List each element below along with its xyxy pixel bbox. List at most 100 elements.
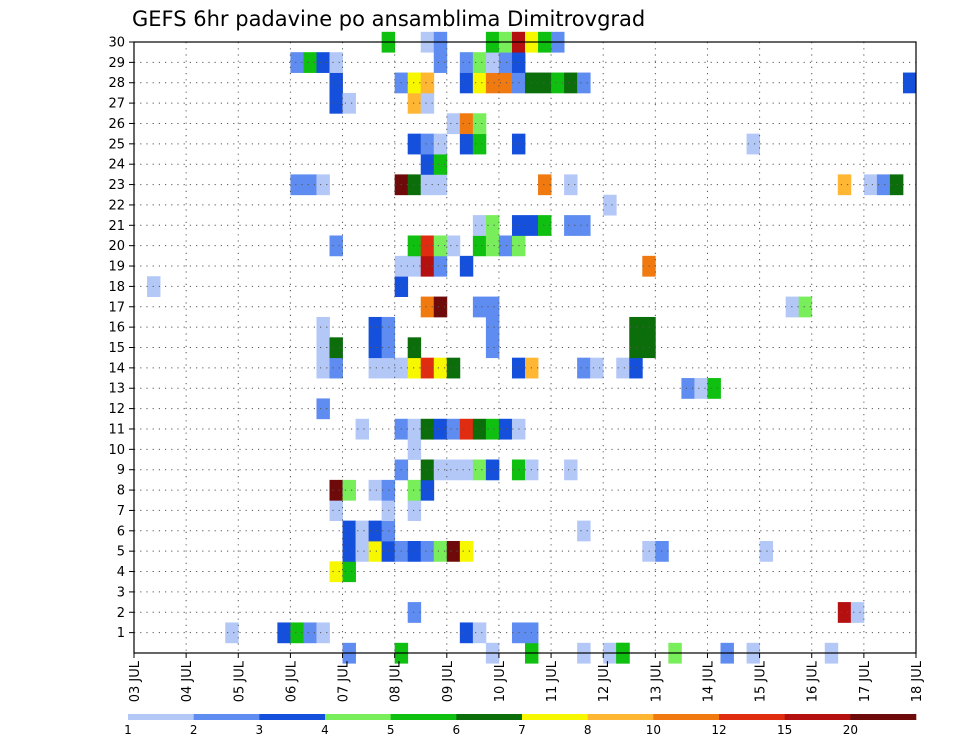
precip-cell bbox=[420, 154, 435, 175]
precip-cell bbox=[407, 174, 422, 196]
precip-cell bbox=[303, 174, 317, 196]
colorbar-label: 2 bbox=[190, 723, 198, 737]
precip-cell bbox=[407, 540, 422, 562]
colorbar: 1 2 3 4 5 6 7 8 10 12 15 20 bbox=[124, 714, 917, 737]
x-tick-label: 13 JUL bbox=[649, 660, 664, 702]
precip-cell bbox=[472, 133, 487, 155]
precip-cell bbox=[433, 133, 448, 155]
grid-lines bbox=[134, 41, 916, 653]
precip-cell bbox=[329, 235, 343, 257]
precip-cell bbox=[329, 92, 343, 114]
colorbar-swatch bbox=[128, 714, 194, 720]
precip-cell bbox=[329, 500, 343, 522]
precip-cell bbox=[564, 72, 578, 94]
precip-cell bbox=[407, 235, 422, 257]
precip-cell bbox=[564, 215, 578, 236]
colorbar-swatch bbox=[653, 714, 720, 720]
precip-cell bbox=[420, 174, 435, 196]
colorbar-swatch bbox=[456, 714, 523, 720]
y-tick-label: 16 bbox=[108, 321, 125, 336]
colorbar-swatch bbox=[390, 714, 457, 720]
precip-cell bbox=[316, 316, 330, 338]
precip-cell bbox=[485, 296, 500, 318]
precip-cell bbox=[420, 72, 435, 94]
precip-cell bbox=[446, 357, 461, 379]
x-tick-label: 08 JUL bbox=[389, 660, 404, 702]
colorbar-label: 3 bbox=[256, 723, 264, 737]
precip-cell bbox=[303, 622, 317, 644]
precip-cell bbox=[551, 72, 565, 94]
precip-cell bbox=[459, 52, 474, 73]
y-tick-label: 5 bbox=[117, 545, 125, 560]
x-tick-label: 09 JUL bbox=[441, 660, 456, 702]
x-axis: 03 JUL 04 JUL 05 JUL 06 JUL 07 JUL 08 JUL 09 J… bbox=[128, 653, 925, 702]
colorbar-label: 15 bbox=[777, 723, 792, 737]
precip-cell bbox=[459, 255, 474, 277]
precip-cell bbox=[407, 255, 422, 277]
y-tick-label: 2 bbox=[117, 606, 125, 621]
precip-cell bbox=[863, 174, 878, 196]
precip-cell bbox=[538, 174, 552, 196]
precip-cell bbox=[420, 540, 435, 562]
precip-cell bbox=[342, 520, 356, 542]
x-tick-label: 05 JUL bbox=[232, 660, 247, 702]
precip-cell bbox=[798, 296, 813, 318]
precip-cell bbox=[707, 378, 721, 399]
precip-cell bbox=[433, 154, 448, 175]
y-tick-label: 3 bbox=[117, 585, 125, 600]
precip-cell bbox=[355, 540, 369, 562]
precip-cell bbox=[355, 418, 369, 440]
precip-cell bbox=[472, 215, 487, 236]
precip-cell bbox=[485, 459, 500, 481]
precip-cell bbox=[433, 52, 448, 73]
precip-cell bbox=[472, 52, 487, 73]
precip-cell bbox=[850, 602, 865, 623]
precip-cell bbox=[577, 357, 591, 379]
precip-cell bbox=[629, 337, 643, 359]
colorbar-swatch bbox=[259, 714, 326, 720]
y-tick-label: 14 bbox=[108, 361, 125, 376]
precip-cell bbox=[459, 622, 474, 644]
precip-cell bbox=[498, 235, 513, 257]
precip-cell bbox=[407, 500, 422, 522]
colorbar-label: 10 bbox=[646, 723, 661, 737]
precip-cell bbox=[485, 72, 500, 94]
precip-cell bbox=[277, 622, 291, 644]
precip-cell bbox=[564, 459, 578, 481]
precip-cell bbox=[694, 378, 708, 399]
precip-cell bbox=[316, 337, 330, 359]
x-tick-label: 11 JUL bbox=[545, 660, 560, 702]
y-tick-label: 10 bbox=[108, 443, 125, 458]
y-tick-label: 21 bbox=[108, 219, 125, 234]
x-tick-label: 10 JUL bbox=[493, 660, 508, 702]
colorbar-label: 4 bbox=[321, 723, 329, 737]
precip-cell bbox=[316, 398, 330, 420]
precip-cell bbox=[472, 418, 487, 440]
precip-cell bbox=[433, 357, 448, 379]
precip-cell bbox=[368, 337, 383, 359]
chart-title: GEFS 6hr padavine po ansamblima Dimitrov… bbox=[132, 7, 645, 31]
precip-cell bbox=[459, 418, 474, 440]
y-tick-label: 9 bbox=[117, 463, 125, 478]
precip-cell bbox=[225, 622, 239, 644]
y-tick-label: 30 bbox=[108, 36, 125, 51]
precip-cell bbox=[485, 337, 500, 359]
precip-cell bbox=[420, 418, 435, 440]
colorbar-label: 20 bbox=[843, 723, 858, 737]
precip-cell bbox=[629, 316, 643, 338]
y-tick-label: 29 bbox=[108, 56, 125, 71]
y-tick-label: 4 bbox=[117, 565, 125, 580]
precip-cell bbox=[538, 215, 552, 236]
precip-cell bbox=[368, 540, 383, 562]
colorbar-swatch bbox=[587, 714, 654, 720]
precip-cell bbox=[420, 296, 435, 318]
precip-cell bbox=[564, 174, 578, 196]
x-tick-label: 06 JUL bbox=[284, 660, 299, 702]
precip-cell bbox=[837, 602, 852, 623]
precip-cell bbox=[433, 540, 448, 562]
precip-cell bbox=[407, 418, 422, 440]
precip-cell bbox=[420, 92, 435, 114]
precip-cell bbox=[459, 459, 474, 481]
precip-cell bbox=[485, 235, 500, 257]
y-axis: 1234567891011121314151617181920212223242… bbox=[108, 36, 134, 641]
